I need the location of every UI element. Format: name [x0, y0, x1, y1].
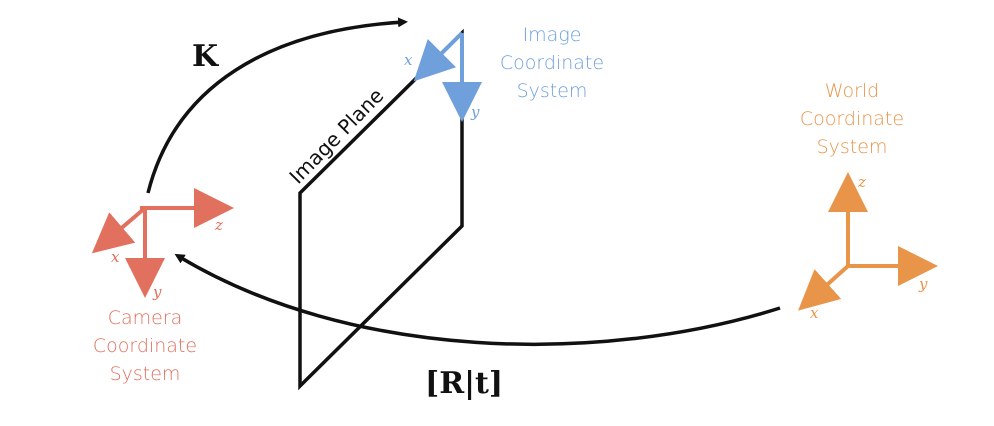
camera-x-label: x [111, 248, 120, 266]
image-system-line-1: Image [522, 24, 582, 46]
camera-system-line-1: Camera [107, 307, 183, 329]
intrinsic-arrow [146, 17, 408, 194]
extrinsic-arrow [174, 253, 781, 347]
extrinsic-label: [R|t] [425, 366, 503, 401]
camera-x-axis [91, 206, 147, 254]
camera-axes [91, 188, 234, 298]
image-plane-shape [298, 28, 464, 391]
image-system-line-3: System [516, 80, 588, 102]
world-system-line-2: Coordinate [799, 108, 905, 130]
world-x-label: x [810, 304, 819, 322]
camera-system-label: Camera Coordinate System [75, 304, 215, 388]
camera-y-label: y [152, 283, 162, 301]
image-system-line-2: Coordinate [499, 52, 605, 74]
world-system-line-3: System [816, 136, 888, 158]
intrinsic-label: K [192, 39, 219, 74]
camera-system-line-3: System [109, 363, 181, 385]
image-x-axis [413, 31, 464, 82]
image-axes [413, 31, 482, 122]
world-x-axis [798, 264, 850, 311]
world-system-line-1: World [824, 80, 880, 102]
image-plane-label: Image Plane [284, 83, 388, 188]
world-y-label: y [918, 275, 928, 293]
camera-z-label: z [214, 216, 223, 234]
image-system-label: Image Coordinate System [482, 21, 622, 105]
image-x-label: x [404, 51, 413, 69]
image-y-label: y [470, 103, 480, 121]
world-z-label: z [857, 173, 866, 191]
camera-system-line-2: Coordinate [92, 335, 198, 357]
world-axes [798, 172, 938, 311]
world-system-label: World Coordinate System [782, 77, 922, 161]
